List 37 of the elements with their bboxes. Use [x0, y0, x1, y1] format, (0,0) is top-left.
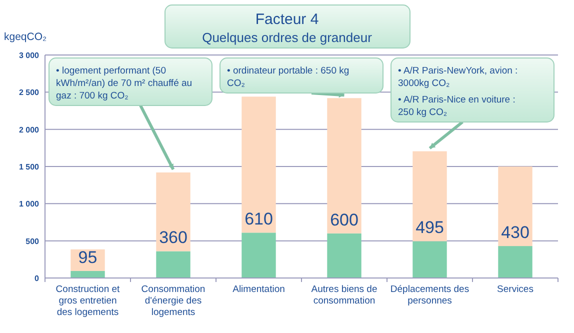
bar — [242, 96, 276, 233]
bar — [242, 232, 276, 278]
data-label: 600 — [330, 210, 358, 230]
bar — [156, 172, 190, 252]
data-label: 95 — [78, 248, 98, 267]
bar — [412, 241, 447, 278]
bar — [327, 233, 362, 278]
bar — [156, 251, 190, 278]
x-tick-label: Déplacements des personnes — [390, 284, 470, 306]
x-tick-label: Services — [497, 284, 534, 295]
annotation: • A/R Paris-Nice en voiture : 250 kg CO₂ — [398, 94, 516, 118]
annotation: • logement performant (50 kWh/m²/an) de 70 m² chauffé au gaz : 700 kg CO₂ — [56, 66, 192, 102]
annotation: • ordinateur portable : 650 kg CO₂ — [227, 66, 350, 89]
data-label: 610 — [244, 210, 273, 229]
x-tick-label: Alimentation — [232, 284, 285, 295]
y-tick-label: 500 — [26, 236, 40, 246]
y-axis-title: kgeqCO₂ — [4, 31, 47, 43]
x-tick-label: Consommation d'énergie des logements — [141, 284, 206, 318]
y-tick-label: 0 — [34, 274, 40, 283]
data-label: 495 — [416, 218, 444, 238]
data-label: 360 — [159, 228, 188, 248]
bar — [498, 166, 532, 246]
chart-title: Facteur 4 — [255, 11, 319, 28]
bar — [412, 151, 447, 242]
bar — [327, 98, 362, 234]
chart-subtitle: Quelques ordres de grandeur — [202, 30, 373, 45]
y-tick-label: 1 500 — [18, 162, 40, 172]
y-tick-label: 2 000 — [18, 125, 40, 134]
x-tick-label: Construction et gros entretien des logements — [56, 284, 120, 318]
y-tick-label: 2 500 — [18, 88, 40, 98]
annotation: • A/R Paris-NewYork, avion : 3000kg CO₂ — [398, 66, 518, 89]
x-tick-label: Autres biens de consommation — [311, 284, 378, 306]
data-label: 430 — [501, 223, 530, 242]
y-tick-label: 3 000 — [18, 51, 40, 60]
bar — [498, 246, 532, 278]
y-tick-label: 1 000 — [18, 200, 40, 209]
bar — [70, 270, 105, 278]
